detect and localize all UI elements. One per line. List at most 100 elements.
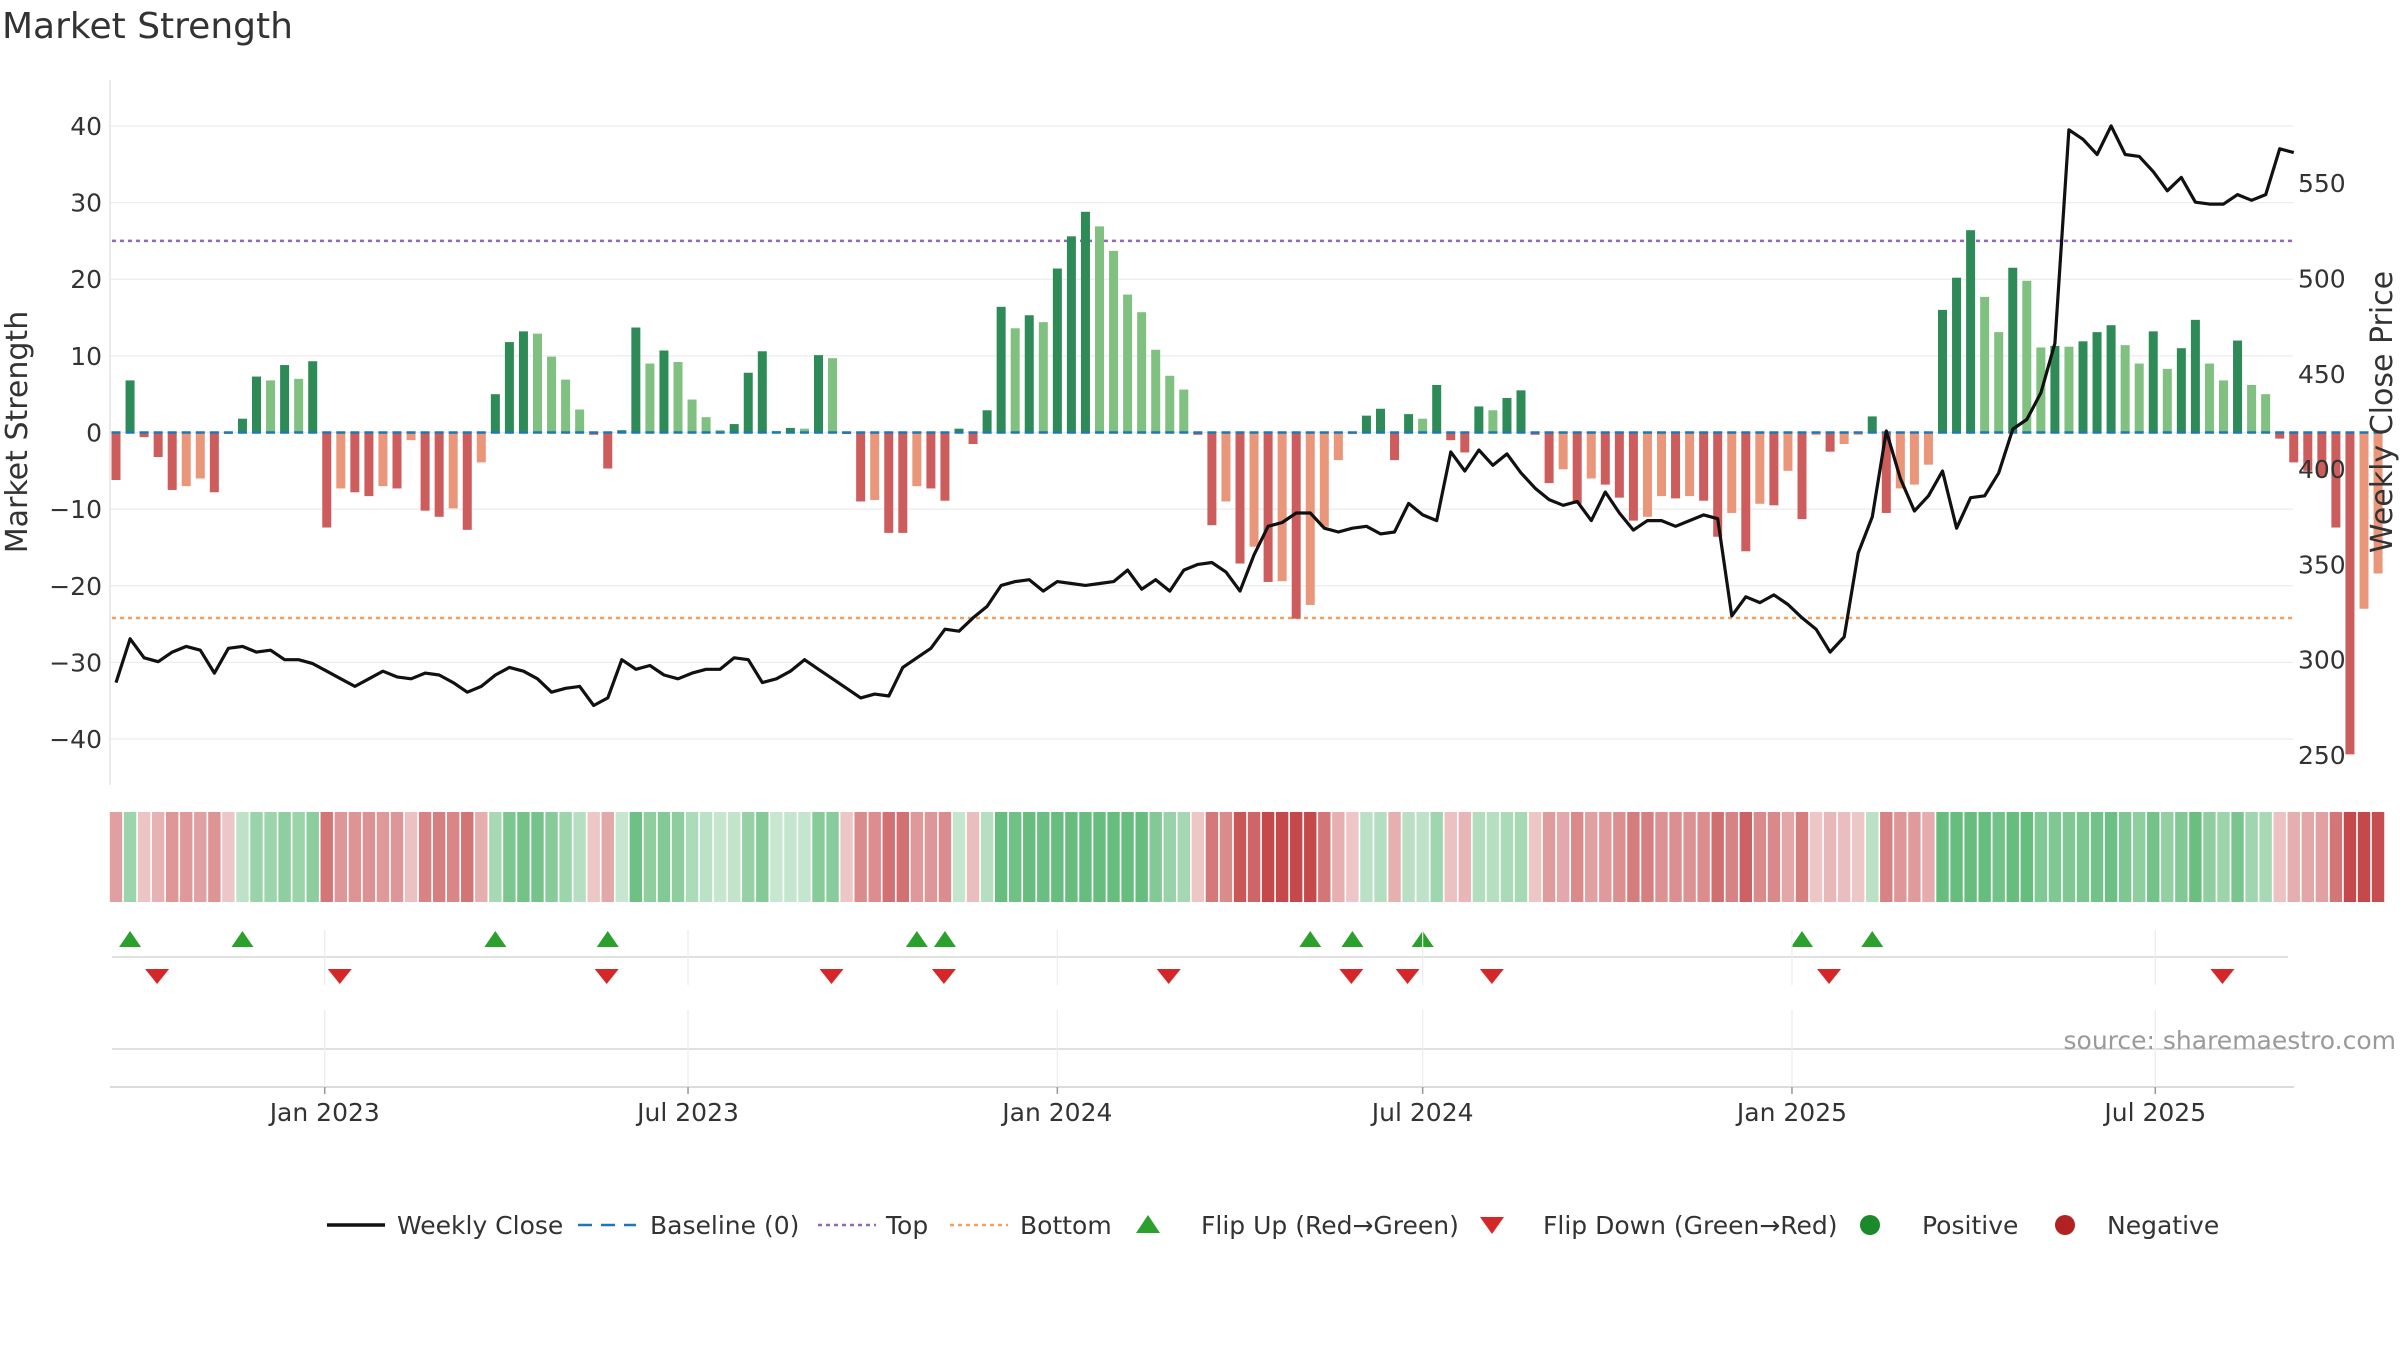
strength-bar <box>195 432 205 479</box>
axes: 40 30 20 10 0 −10 −20 −30 −40 550 500 450 400 350 300 2… <box>49 80 2346 785</box>
left-tick-label: −30 <box>49 648 102 677</box>
flip-up-marker <box>1861 931 1884 947</box>
band-cell <box>475 812 488 902</box>
strength-bar <box>167 432 177 490</box>
x-axis: Jan 2023 Jul 2023 Jan 2024 Jul 2024 Jan 2025… <box>110 930 2294 1127</box>
legend-label: Bottom <box>1020 1211 1112 1240</box>
band-cell <box>2231 812 2244 902</box>
strength-bar <box>1881 432 1891 513</box>
strength-bar <box>1319 432 1329 527</box>
band-cell <box>1107 812 1120 902</box>
band-cell <box>1472 812 1486 902</box>
strength-bar <box>1474 406 1484 433</box>
band-cell <box>1444 812 1457 902</box>
band-cell <box>2287 812 2300 902</box>
strength-bar <box>1980 296 1990 433</box>
strength-bar <box>2120 345 2130 433</box>
strength-bar <box>954 428 964 433</box>
left-tick-label: −10 <box>49 495 102 524</box>
strength-bar <box>2247 384 2257 433</box>
band-cell <box>180 812 193 902</box>
band-cell <box>376 812 390 902</box>
strength-bar <box>1769 432 1779 506</box>
strength-bar <box>1207 432 1217 526</box>
legend-label: Baseline (0) <box>650 1211 799 1240</box>
band-cell <box>840 812 853 902</box>
legend: Weekly Close Baseline (0) Top Bottom Flip Up… <box>327 1211 2219 1240</box>
strength-bar <box>1404 414 1414 433</box>
band-cell <box>2147 812 2160 902</box>
band-cell <box>137 812 151 902</box>
strength-bar <box>1938 309 1947 433</box>
strength-bar <box>982 410 992 433</box>
strength-bar <box>2078 341 2088 433</box>
flip-up-marker <box>231 931 254 947</box>
band-cell <box>306 812 319 902</box>
flip-down-marker <box>2210 969 2235 984</box>
legend-label: Flip Up (Red→Green) <box>1201 1211 1459 1240</box>
flip-up-marker <box>1791 931 1813 947</box>
strength-bar <box>406 432 416 441</box>
band-cell <box>1599 812 1612 902</box>
strength-bar <box>504 342 514 433</box>
band-cell <box>1767 812 1781 902</box>
strength-bar <box>420 432 430 511</box>
x-tick-label: Jul 2024 <box>1370 1098 1474 1127</box>
strength-bar <box>2233 340 2243 433</box>
band-cell <box>1051 812 1064 902</box>
left-tick-label: −20 <box>49 572 102 601</box>
flip-up-marker <box>933 931 956 947</box>
band-cell <box>2301 812 2314 902</box>
band-cell <box>1978 812 1991 902</box>
strength-bar <box>181 432 191 487</box>
band-cell <box>938 812 952 902</box>
band-cell <box>994 812 1008 902</box>
strength-bar <box>926 432 936 489</box>
strength-bar <box>1699 432 1709 501</box>
strength-bar <box>1839 432 1849 444</box>
strength-bar <box>1558 432 1568 470</box>
band-cell <box>1964 812 1977 902</box>
source-label: source: sharemaestro.com <box>2064 1026 2397 1055</box>
band-cell <box>1416 812 1429 902</box>
band-cell <box>2189 812 2202 902</box>
reference-lines <box>112 239 2293 620</box>
right-tick-label: 550 <box>2298 169 2346 198</box>
band-cell <box>2175 812 2188 902</box>
flip-down-marker <box>1339 969 1364 984</box>
band-cell <box>1500 812 1514 902</box>
band-cell <box>587 812 600 902</box>
strength-bar <box>1179 389 1189 433</box>
band-cell <box>671 812 685 902</box>
band-cell <box>2076 812 2090 902</box>
left-tick-label: 40 <box>70 112 102 141</box>
band-cell <box>1261 812 1275 902</box>
strength-bar <box>1066 236 1076 433</box>
strength-bar <box>476 432 486 463</box>
strength-bar <box>575 409 585 433</box>
strength-bar <box>336 432 346 489</box>
x-tick-label: Jan 2025 <box>1735 1098 1847 1127</box>
strength-bar <box>1544 432 1554 484</box>
strength-bar <box>2331 432 2341 528</box>
strength-bar <box>280 365 290 433</box>
band-cell <box>1908 812 1921 902</box>
band-cell <box>1753 812 1767 902</box>
band-cell <box>910 812 924 902</box>
strength-bar <box>1685 432 1695 497</box>
band-cell <box>643 812 657 902</box>
strength-bar <box>912 432 922 487</box>
strength-bar <box>533 333 542 433</box>
band-cell <box>882 812 895 902</box>
band-cell <box>334 812 347 902</box>
band-cell <box>2329 812 2343 902</box>
band-cell <box>2245 812 2258 902</box>
strength-bar <box>1109 250 1119 433</box>
strength-bar <box>1137 312 1147 433</box>
band-cell <box>2273 812 2286 902</box>
flip-down-marker <box>145 969 170 984</box>
band-cell <box>1388 812 1401 902</box>
strength-bar <box>1867 416 1877 433</box>
band-cell <box>1894 812 1907 902</box>
